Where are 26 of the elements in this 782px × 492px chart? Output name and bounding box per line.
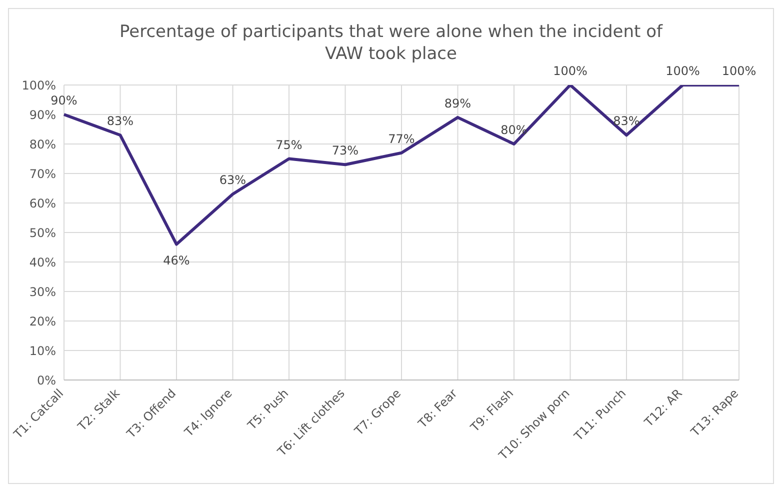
data-label: 46% <box>163 253 190 268</box>
data-label: 80% <box>500 123 528 137</box>
data-label: 77% <box>388 132 415 146</box>
data-label: 83% <box>106 114 134 128</box>
y-tick-label: 10% <box>29 344 56 358</box>
y-tick-label: 20% <box>29 314 56 328</box>
y-tick-label: 80% <box>29 137 56 152</box>
chart-title: Percentage of participants that were alone when the incident of VAW took place <box>118 21 664 65</box>
y-tick-label: 50% <box>29 226 56 240</box>
data-label: 90% <box>50 94 78 108</box>
y-tick-label: 100% <box>22 78 56 92</box>
x-tick-label: T12: AR <box>641 386 685 430</box>
y-tick-label: 60% <box>29 196 56 210</box>
data-label: 83% <box>613 114 640 128</box>
data-label: 89% <box>444 96 472 110</box>
data-label: 73% <box>332 144 359 158</box>
y-tick-label: 30% <box>29 284 56 299</box>
data-label: 100% <box>553 64 588 78</box>
y-tick-label: 90% <box>29 108 56 122</box>
data-label: 100% <box>666 64 700 78</box>
y-tick-label: 70% <box>29 166 56 181</box>
data-label: 100% <box>722 64 756 78</box>
data-label: 63% <box>219 173 246 188</box>
data-label: 75% <box>276 138 302 152</box>
y-tick-label: 40% <box>29 255 56 270</box>
y-tick-label: 0% <box>36 373 56 388</box>
